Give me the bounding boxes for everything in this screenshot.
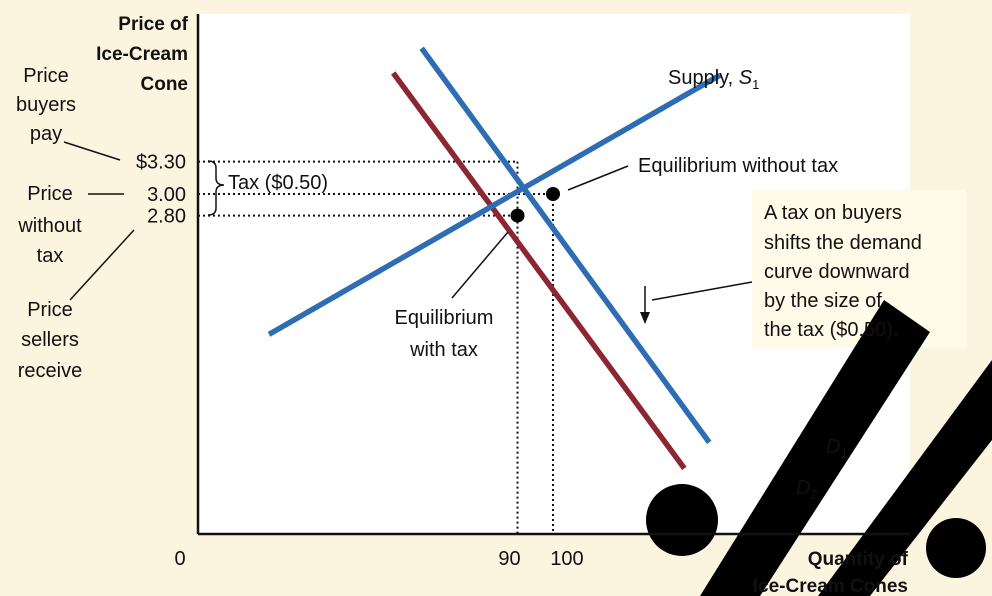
price-buyers-pay-label: Price buyers pay: [16, 65, 76, 145]
buyers-line-2: buyers: [16, 94, 76, 116]
demand-curve-d2: [391, 71, 687, 470]
note-box: [752, 190, 966, 348]
supply-label-sub: 1: [752, 77, 759, 92]
price-without-tax-label: Price without tax: [17, 183, 82, 267]
note-leader-line: [651, 281, 753, 301]
equilibrium-point-1: [510, 208, 525, 223]
tax-bracket-label: Tax ($0.50): [228, 172, 328, 194]
d2-label-var: D: [796, 477, 810, 499]
x-tick-label-0: 90: [498, 548, 520, 570]
supply-label-var: S: [739, 67, 753, 89]
y-tick-label-0: $3.30: [136, 152, 186, 174]
note-line-2: shifts the demand: [764, 232, 922, 254]
buyers-line-1: Price: [23, 65, 69, 87]
x-tick-label-1: 100: [550, 548, 583, 570]
supply-label: Supply, S1: [668, 67, 759, 92]
shift-arrow-head: [640, 312, 650, 324]
y-axis-title-line-2: Ice-Cream: [96, 44, 188, 65]
without-line-3: tax: [37, 245, 64, 267]
origin-label: 0: [174, 548, 185, 570]
d1-label: D1: [826, 436, 848, 461]
equilibrium-with-tax-leader: [451, 231, 509, 299]
price-sellers-receive-label: Price sellers receive: [18, 299, 82, 382]
y-tick-labels: $3.30 3.002.80: [136, 152, 186, 228]
equilibrium-without-tax-leader: [567, 165, 629, 191]
watermark-dot-right: [926, 518, 986, 578]
sellers-leader-line: [69, 229, 135, 301]
y-axis-title-line-1: Price of: [118, 14, 188, 35]
note-line-3: curve downward: [764, 261, 910, 283]
supply-curve: [267, 72, 722, 337]
equilibrium-with-tax-label-line-2: with tax: [409, 339, 478, 361]
buyers-leader-line: [63, 141, 121, 161]
watermark-stroke-left: [700, 300, 930, 596]
note-line-1: A tax on buyers: [764, 202, 902, 224]
y-tick-label-1: 3.00: [147, 184, 186, 206]
dotted-guides: [198, 160, 554, 534]
sellers-line-3: receive: [18, 360, 82, 382]
d2-label-sub: 2: [810, 487, 817, 502]
equilibrium-points: [510, 187, 560, 223]
sellers-line-2: sellers: [21, 329, 79, 351]
x-axis-title-line-1: Quantity of: [808, 549, 909, 570]
note-line-4: by the size of: [764, 290, 882, 312]
tax-bracket: [207, 160, 225, 216]
watermark-dot-left: [646, 484, 718, 556]
y-axis-title-line-3: Cone: [141, 74, 189, 95]
d1-label-sub: 1: [840, 446, 847, 461]
buyers-line-3: pay: [30, 123, 62, 145]
d1-label-var: D: [826, 436, 840, 458]
curves: [267, 46, 722, 470]
without-line-1: Price: [27, 183, 73, 205]
without-line-2: without: [17, 215, 82, 237]
y-tick-label-2: 2.80: [147, 206, 186, 228]
equilibrium-with-tax-label-line-1: Equilibrium: [395, 307, 494, 329]
x-tick-labels: 90 100: [498, 548, 583, 570]
d2-label: D2: [796, 477, 818, 502]
x-axis-title-line-2: Ice-Cream Cones: [753, 576, 908, 596]
supply-label-main: Supply,: [668, 67, 739, 89]
watermark: [646, 300, 992, 596]
equilibrium-point-0: [546, 187, 560, 201]
sellers-line-1: Price: [27, 299, 73, 321]
watermark-stroke-right: [818, 360, 992, 596]
note-line-5: the tax ($0.50).: [764, 319, 899, 341]
equilibrium-without-tax-label: Equilibrium without tax: [638, 155, 838, 177]
demand-curve-d1: [419, 46, 712, 445]
